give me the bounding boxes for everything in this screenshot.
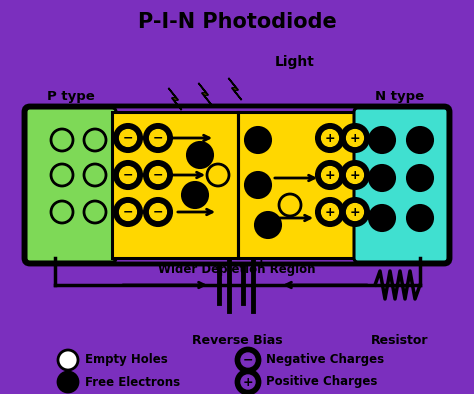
Text: Positive Charges: Positive Charges (266, 375, 377, 388)
Text: −: − (153, 132, 163, 145)
Text: Wider Depletion Region: Wider Depletion Region (158, 264, 316, 277)
Circle shape (316, 124, 344, 152)
Circle shape (346, 167, 364, 183)
Text: +: + (325, 206, 335, 219)
Text: Empty Holes: Empty Holes (85, 353, 168, 366)
Circle shape (341, 161, 369, 189)
Circle shape (119, 204, 137, 220)
Circle shape (245, 172, 271, 198)
Circle shape (321, 204, 338, 220)
Text: N type: N type (375, 89, 425, 102)
Circle shape (241, 375, 255, 389)
Polygon shape (199, 83, 211, 105)
Circle shape (58, 372, 78, 392)
Circle shape (119, 130, 137, 147)
Polygon shape (168, 88, 182, 110)
Text: +: + (243, 375, 253, 388)
Circle shape (187, 142, 213, 168)
Circle shape (150, 204, 166, 220)
Polygon shape (112, 112, 238, 258)
Circle shape (207, 164, 229, 186)
Text: −: − (243, 353, 253, 366)
Text: P-I-N Photodiode: P-I-N Photodiode (137, 12, 337, 32)
Circle shape (84, 164, 106, 186)
FancyBboxPatch shape (26, 108, 116, 262)
Text: −: − (123, 169, 133, 182)
Polygon shape (228, 78, 242, 100)
Circle shape (114, 198, 142, 226)
Text: +: + (350, 132, 360, 145)
Circle shape (407, 205, 433, 231)
Circle shape (114, 124, 142, 152)
Text: +: + (325, 169, 335, 182)
Text: Free Electrons: Free Electrons (85, 375, 180, 388)
Polygon shape (238, 112, 358, 258)
Circle shape (369, 127, 395, 153)
Text: +: + (255, 255, 267, 271)
Circle shape (316, 161, 344, 189)
Circle shape (114, 161, 142, 189)
Circle shape (369, 165, 395, 191)
Circle shape (341, 198, 369, 226)
Circle shape (369, 205, 395, 231)
Circle shape (144, 161, 172, 189)
Circle shape (245, 127, 271, 153)
Text: −: − (205, 255, 218, 271)
Circle shape (321, 130, 338, 147)
Circle shape (236, 370, 260, 394)
Circle shape (51, 129, 73, 151)
Text: −: − (153, 206, 163, 219)
Circle shape (346, 130, 364, 147)
Circle shape (407, 165, 433, 191)
Text: −: − (123, 206, 133, 219)
Text: −: − (153, 169, 163, 182)
Circle shape (279, 194, 301, 216)
Circle shape (144, 124, 172, 152)
Circle shape (144, 198, 172, 226)
Text: +: + (350, 206, 360, 219)
Text: +: + (350, 169, 360, 182)
Circle shape (150, 130, 166, 147)
Circle shape (51, 201, 73, 223)
Circle shape (236, 348, 260, 372)
Text: Reverse Bias: Reverse Bias (191, 333, 283, 346)
Text: Light: Light (275, 55, 315, 69)
Circle shape (58, 350, 78, 370)
Circle shape (316, 198, 344, 226)
Circle shape (84, 201, 106, 223)
FancyBboxPatch shape (354, 108, 448, 262)
Circle shape (341, 124, 369, 152)
Circle shape (255, 212, 281, 238)
Circle shape (84, 129, 106, 151)
Circle shape (321, 167, 338, 183)
Circle shape (407, 127, 433, 153)
Text: +: + (325, 132, 335, 145)
Circle shape (119, 167, 137, 183)
Circle shape (51, 164, 73, 186)
Circle shape (346, 204, 364, 220)
Text: Negative Charges: Negative Charges (266, 353, 384, 366)
Circle shape (182, 182, 208, 208)
Text: P type: P type (47, 89, 95, 102)
Circle shape (241, 353, 255, 367)
Text: Resistor: Resistor (371, 333, 429, 346)
Text: −: − (123, 132, 133, 145)
Circle shape (150, 167, 166, 183)
